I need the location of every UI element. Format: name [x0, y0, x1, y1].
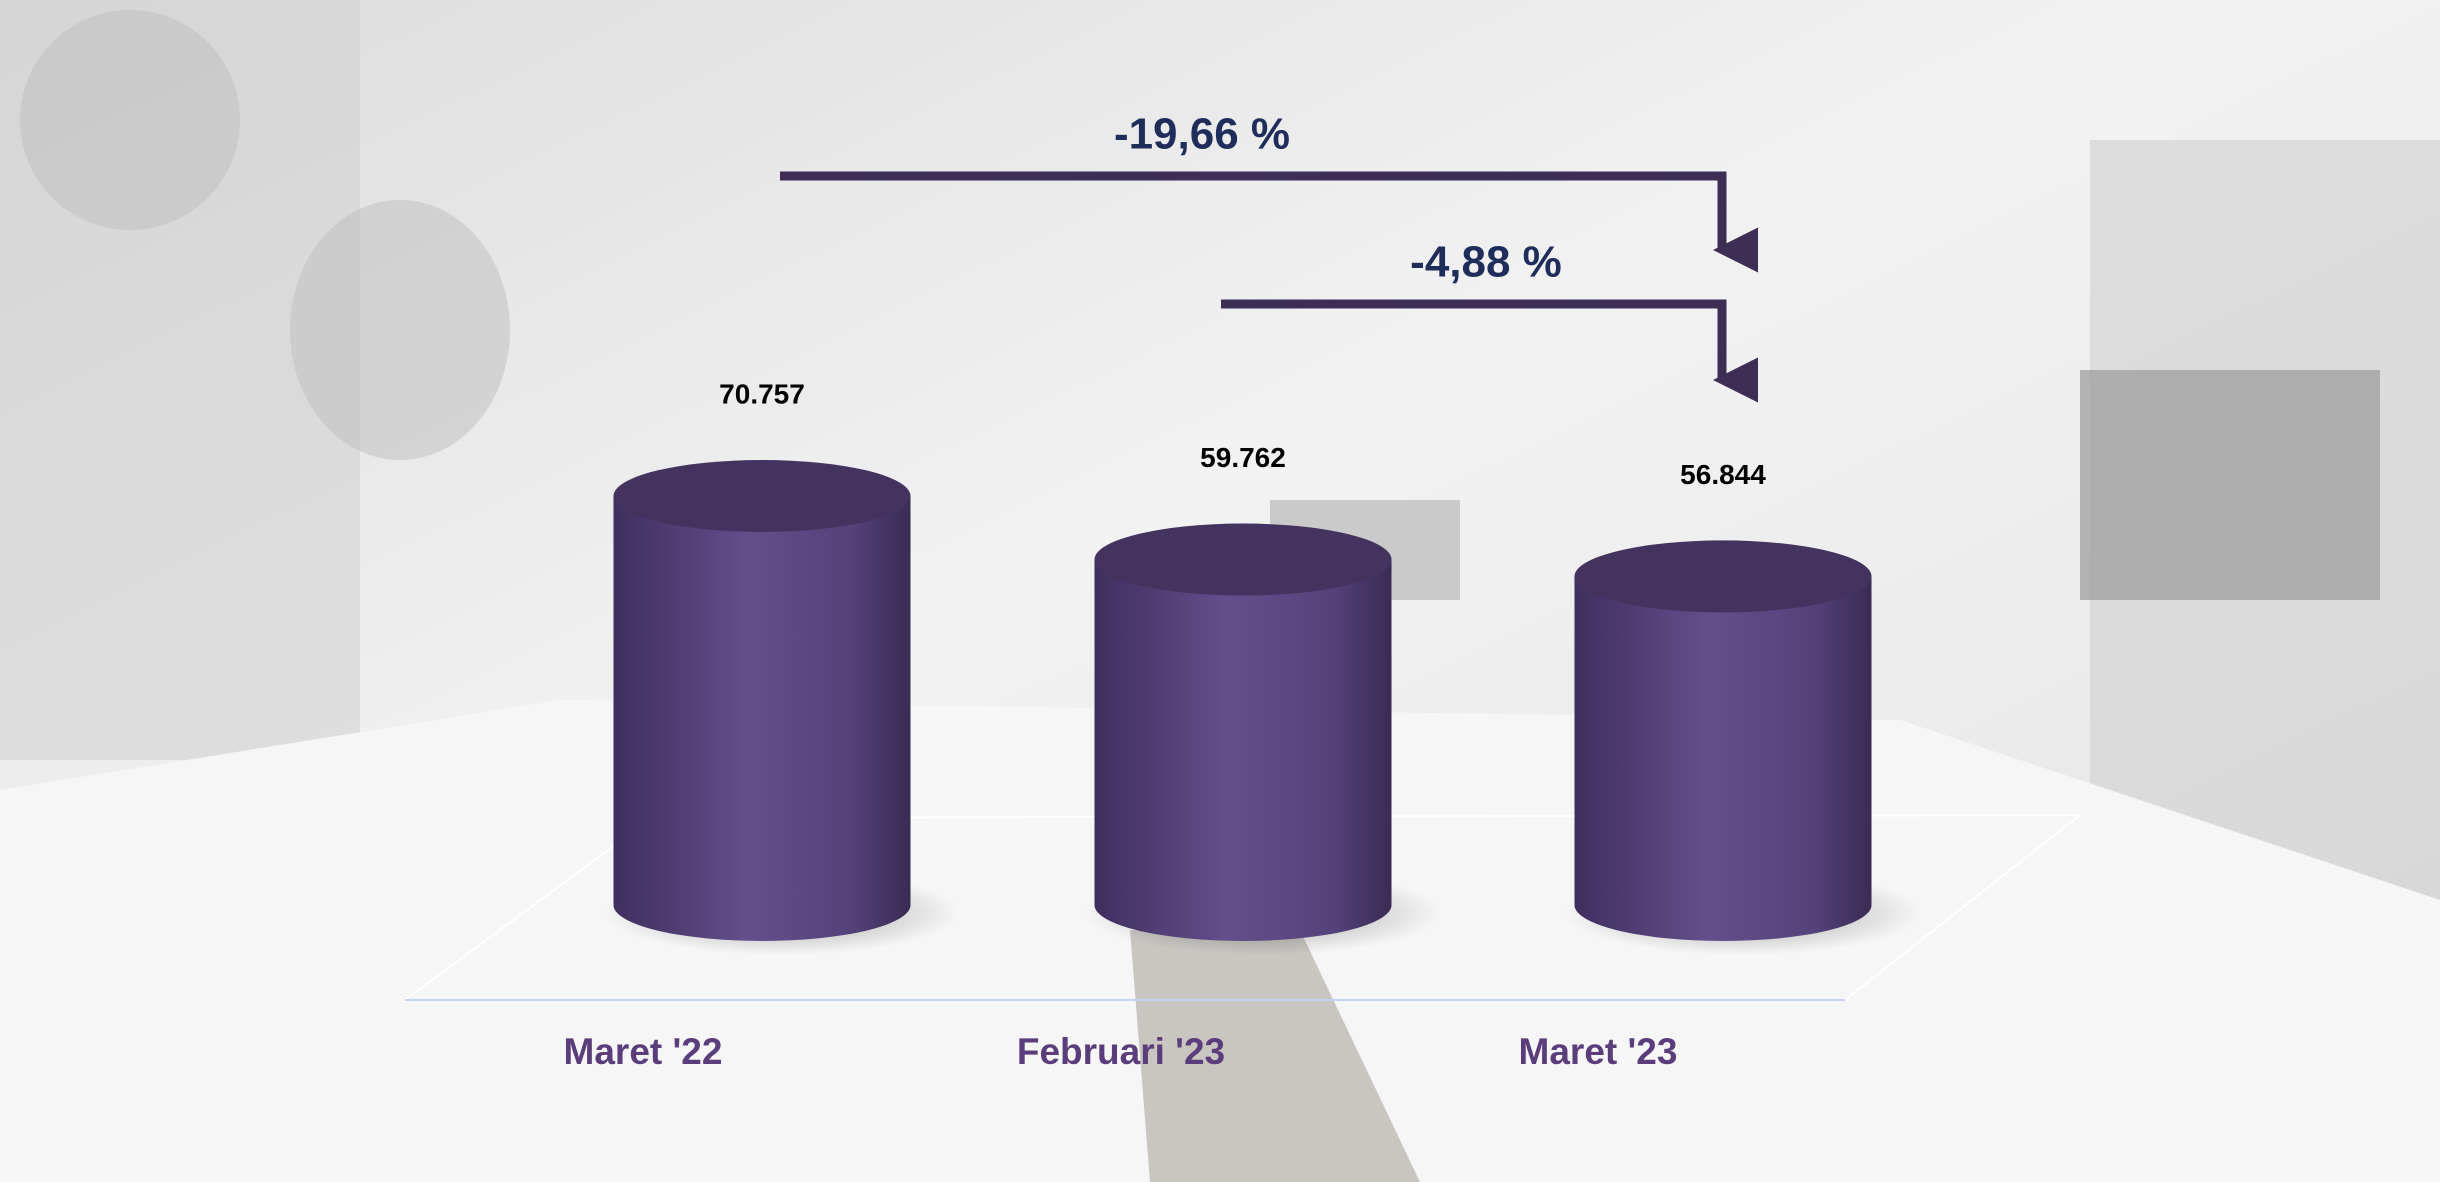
value-label: 59.762	[1200, 442, 1286, 473]
bar-top	[614, 460, 911, 532]
annotation: -4,88 %	[1410, 238, 1562, 287]
value-label: 70.757	[719, 378, 805, 409]
value-label: 56.844	[1680, 459, 1766, 490]
annotation: -19,66 %	[1114, 110, 1290, 159]
bar	[1095, 560, 1392, 941]
bar-top	[1095, 524, 1392, 596]
chart: 70.757 Maret '22 59.762 Februari '23 56.844 M…	[0, 0, 2440, 1182]
x-tick-label: Maret '22	[564, 1031, 723, 1072]
bar	[1575, 576, 1872, 941]
x-tick-label: Maret '23	[1519, 1031, 1678, 1072]
bar	[614, 496, 911, 941]
x-tick-label: Februari '23	[1017, 1031, 1225, 1072]
bar-top	[1575, 540, 1872, 612]
